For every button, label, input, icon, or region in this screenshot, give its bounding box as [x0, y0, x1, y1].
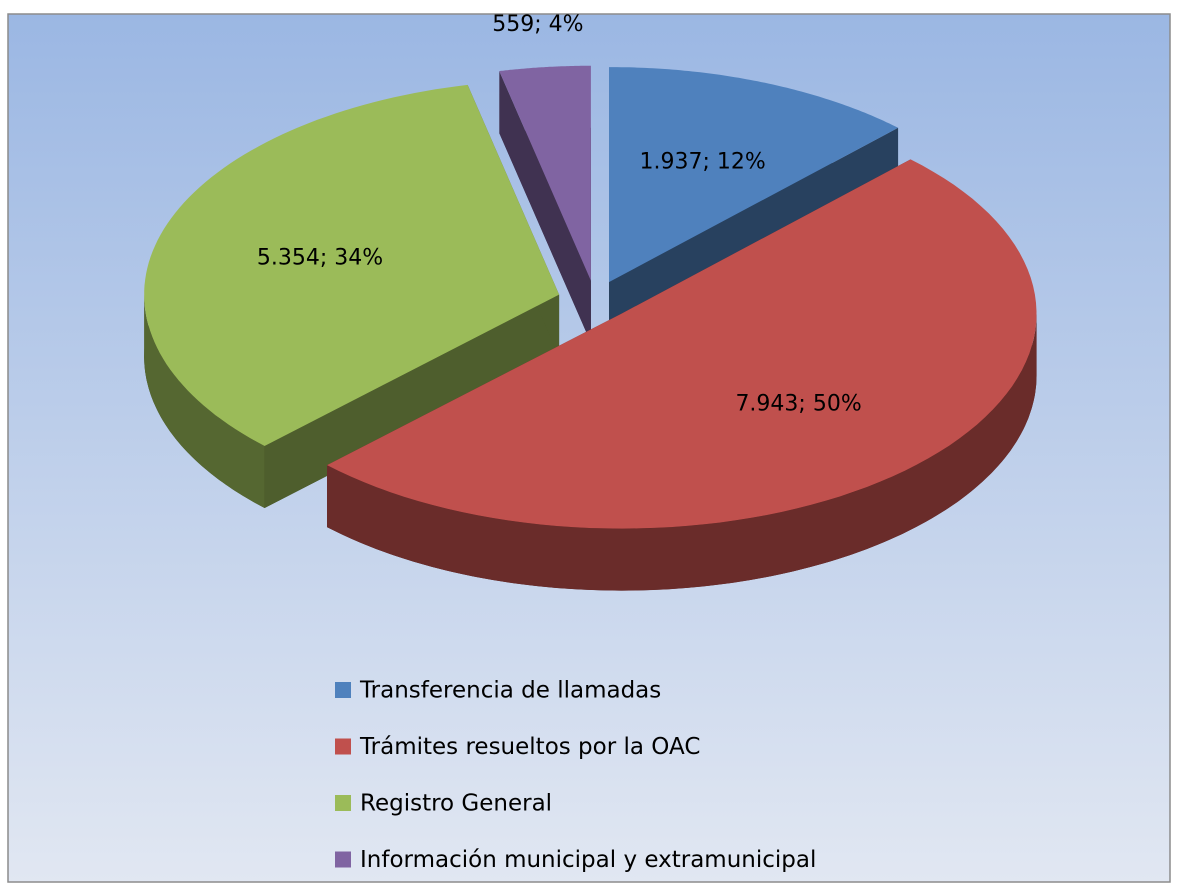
- slice-top: [499, 65, 591, 281]
- legend-swatch: [335, 851, 351, 868]
- slice: [144, 84, 560, 508]
- slice-top: [144, 84, 560, 447]
- slice-radial-wall: [264, 294, 560, 508]
- slice-side: [327, 313, 1037, 591]
- legend-label: Información municipal y extramunicipal: [360, 847, 816, 873]
- legend-swatch: [335, 738, 351, 755]
- data-label: 7.943; 50%: [735, 391, 861, 416]
- slice-radial-wall: [499, 71, 591, 343]
- slice-top: [609, 67, 899, 283]
- slice: [327, 159, 1037, 591]
- legend-label: Trámites resueltos por la OAC: [359, 734, 700, 760]
- legend-swatch: [335, 795, 351, 811]
- slice: [499, 65, 591, 343]
- data-label: 559; 4%: [492, 12, 583, 37]
- legend-label: Transferencia de llamadas: [359, 678, 661, 704]
- legend-swatch: [335, 682, 351, 698]
- data-label: 1.937; 12%: [639, 150, 765, 175]
- legend-label: Registro General: [360, 791, 552, 817]
- data-label: 5.354; 34%: [257, 246, 383, 271]
- slice-top: [327, 159, 1037, 529]
- slice-side: [144, 294, 265, 508]
